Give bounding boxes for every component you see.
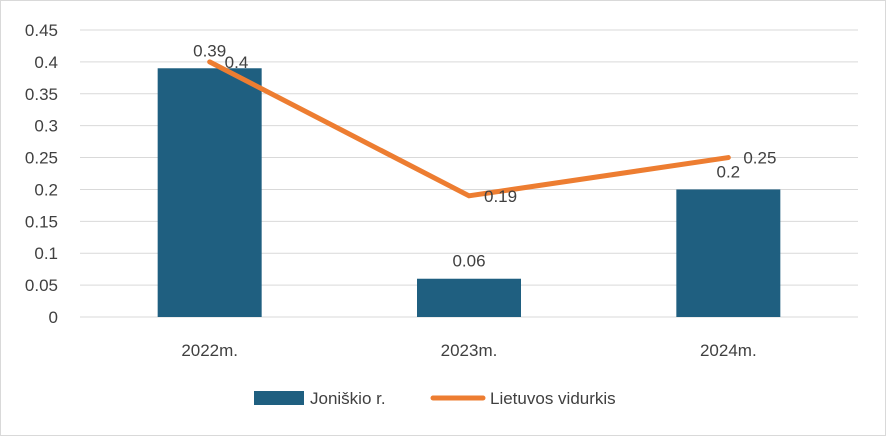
bar bbox=[157, 68, 262, 318]
legend-swatch-bars bbox=[254, 391, 304, 405]
line-data-label: 0.4 bbox=[225, 53, 249, 72]
legend-label: Lietuvos vidurkis bbox=[490, 389, 616, 408]
line-data-label: 0.19 bbox=[484, 187, 517, 206]
y-tick-label: 0.2 bbox=[34, 180, 58, 199]
legend-label: Joniškio r. bbox=[310, 389, 386, 408]
y-tick-label: 0.3 bbox=[34, 117, 58, 136]
y-tick-label: 0.05 bbox=[25, 276, 58, 295]
bar-data-label: 0.39 bbox=[193, 41, 226, 60]
line-series bbox=[207, 59, 731, 199]
y-tick-label: 0.25 bbox=[25, 149, 58, 168]
bar-data-label: 0.2 bbox=[717, 162, 741, 181]
y-tick-label: 0.45 bbox=[25, 21, 58, 40]
line-data-label: 0.25 bbox=[743, 149, 776, 168]
bar bbox=[417, 278, 521, 317]
x-tick-label: 2022m. bbox=[181, 341, 238, 360]
x-tick-label: 2023m. bbox=[441, 341, 498, 360]
y-tick-label: 0.1 bbox=[34, 244, 58, 263]
y-tick-label: 0.15 bbox=[25, 212, 58, 231]
y-tick-label: 0 bbox=[49, 308, 58, 327]
x-tick-label: 2024m. bbox=[700, 341, 757, 360]
bar-data-label: 0.06 bbox=[452, 252, 485, 271]
bar bbox=[676, 189, 781, 317]
y-tick-label: 0.4 bbox=[34, 53, 58, 72]
y-tick-label: 0.35 bbox=[25, 85, 58, 104]
